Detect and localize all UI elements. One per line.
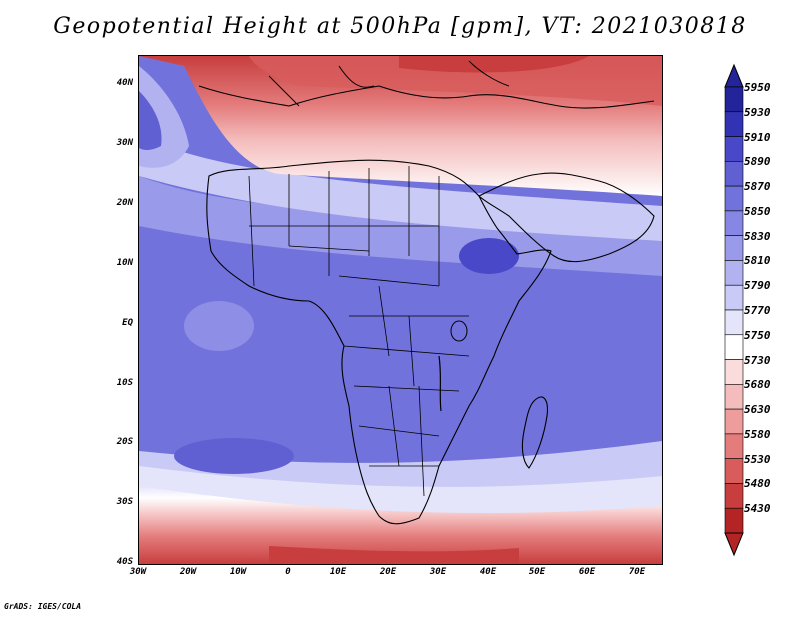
colorbar-level-label: 5730 <box>744 353 771 367</box>
colorbar-level-label: 5850 <box>744 204 771 218</box>
lat-label: 10N <box>116 258 133 268</box>
colorbar-level-label: 5870 <box>744 180 771 194</box>
colorbar-min-arrow <box>724 532 744 557</box>
colorbar-swatches <box>724 63 744 557</box>
colorbar-level-label: 5630 <box>744 403 771 417</box>
lat-label: 10S <box>116 378 133 388</box>
lon-label: 40E <box>479 567 497 577</box>
colorbar-swatch <box>724 309 744 336</box>
colorbar-swatch <box>724 359 744 385</box>
lat-label: 20S <box>116 437 133 447</box>
colorbar-swatch <box>724 111 744 137</box>
colorbar-level-label: 5680 <box>744 378 771 392</box>
lon-label: 30E <box>429 567 447 577</box>
lon-label: 10W <box>229 567 247 577</box>
lon-label: 20W <box>179 567 197 577</box>
credit-text: GrADS: IGES/COLA <box>4 602 82 611</box>
lon-label: 20E <box>379 567 397 577</box>
colorbar-swatch <box>724 86 744 113</box>
lat-label: 40S <box>116 557 133 567</box>
colorbar-level-label: 5770 <box>744 304 771 317</box>
colorbar-swatch <box>724 260 744 286</box>
colorbar-swatch <box>724 507 744 534</box>
map-plot-area[interactable] <box>138 55 663 565</box>
colorbar-level-label: 5580 <box>744 427 771 441</box>
lon-label: 0 <box>285 567 291 577</box>
colorbar-level-label: 5930 <box>744 105 771 119</box>
colorbar <box>724 63 744 557</box>
colorbar-swatch <box>724 284 744 311</box>
colorbar-swatch <box>724 433 744 459</box>
colorbar-level-label: 5480 <box>744 477 771 491</box>
colorbar-swatch <box>724 384 744 410</box>
lon-label: 10E <box>329 567 347 577</box>
colorbar-swatch <box>724 483 744 509</box>
colorbar-swatch <box>724 408 744 435</box>
colorbar-level-label: 5950 <box>744 81 771 94</box>
lon-label: 50E <box>528 567 546 577</box>
plot-title: Geopotential Height at 500hPa [gpm], VT:… <box>53 14 747 39</box>
colorbar-level-label: 5890 <box>744 155 771 169</box>
colorbar-swatch <box>724 185 744 212</box>
colorbar-swatch <box>724 136 744 162</box>
colorbar-swatch <box>724 334 744 360</box>
lat-label: 40N <box>116 78 133 88</box>
lat-label: EQ <box>122 318 133 328</box>
colorbar-level-label: 5810 <box>744 254 771 268</box>
colorbar-swatch <box>724 235 744 261</box>
colorbar-max-arrow <box>724 63 744 88</box>
colorbar-swatch <box>724 210 744 236</box>
lat-label: 20N <box>116 198 133 208</box>
colorbar-level-label: 5750 <box>744 328 771 342</box>
colorbar-swatch <box>724 161 744 187</box>
colorbar-swatch <box>724 458 744 484</box>
lat-label: 30N <box>116 138 133 148</box>
lon-label: 60E <box>578 567 596 577</box>
geopotential-field <box>139 56 662 564</box>
lat-label: 30S <box>116 497 133 507</box>
colorbar-level-label: 5830 <box>744 229 771 243</box>
colorbar-level-label: 5430 <box>744 502 771 516</box>
lon-label: 30W <box>129 567 147 577</box>
colorbar-level-label: 5910 <box>744 130 771 144</box>
colorbar-level-label: 5530 <box>744 452 771 466</box>
colorbar-level-label: 5790 <box>744 279 771 293</box>
lon-label: 70E <box>628 567 646 577</box>
